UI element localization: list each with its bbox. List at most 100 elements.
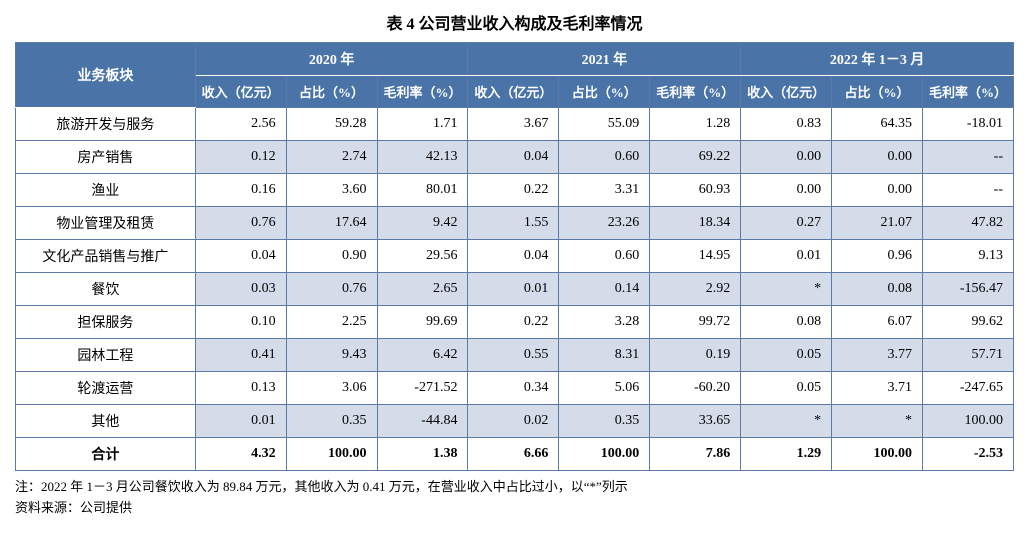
cell-value: 0.00 <box>741 141 832 174</box>
total-value: 7.86 <box>650 438 741 471</box>
total-label: 合计 <box>16 438 196 471</box>
cell-value: 3.77 <box>832 339 923 372</box>
cell-value: 0.00 <box>832 174 923 207</box>
row-name: 旅游开发与服务 <box>16 108 196 141</box>
cell-value: 2.25 <box>286 306 377 339</box>
cell-value: 18.34 <box>650 207 741 240</box>
cell-value: 0.35 <box>559 405 650 438</box>
header-period-2: 2022 年 1－3 月 <box>741 43 1014 76</box>
cell-value: 0.76 <box>286 273 377 306</box>
cell-value: * <box>832 405 923 438</box>
cell-value: 64.35 <box>832 108 923 141</box>
total-value: 100.00 <box>286 438 377 471</box>
row-name: 文化产品销售与推广 <box>16 240 196 273</box>
cell-value: 0.03 <box>195 273 286 306</box>
cell-value: 2.65 <box>377 273 468 306</box>
cell-value: 3.31 <box>559 174 650 207</box>
cell-value: 100.00 <box>923 405 1014 438</box>
cell-value: -- <box>923 174 1014 207</box>
cell-value: 1.71 <box>377 108 468 141</box>
table-row: 房产销售0.122.7442.130.040.6069.220.000.00-- <box>16 141 1014 174</box>
row-name: 房产销售 <box>16 141 196 174</box>
cell-value: -60.20 <box>650 372 741 405</box>
footnote-2: 资料来源：公司提供 <box>15 498 1014 519</box>
cell-value: 60.93 <box>650 174 741 207</box>
header-segment: 业务板块 <box>16 43 196 108</box>
total-value: 100.00 <box>559 438 650 471</box>
cell-value: 3.28 <box>559 306 650 339</box>
table-row: 轮渡运营0.133.06-271.520.345.06-60.200.053.7… <box>16 372 1014 405</box>
table-row: 园林工程0.419.436.420.558.310.190.053.7757.7… <box>16 339 1014 372</box>
subheader-1-0: 收入（亿元） <box>468 76 559 108</box>
cell-value: 0.04 <box>468 240 559 273</box>
cell-value: 0.08 <box>741 306 832 339</box>
cell-value: 0.04 <box>195 240 286 273</box>
table-row: 渔业0.163.6080.010.223.3160.930.000.00-- <box>16 174 1014 207</box>
subheader-0-1: 占比（%） <box>286 76 377 108</box>
row-name: 园林工程 <box>16 339 196 372</box>
cell-value: 0.60 <box>559 141 650 174</box>
header-period-0: 2020 年 <box>195 43 468 76</box>
cell-value: 0.90 <box>286 240 377 273</box>
cell-value: 47.82 <box>923 207 1014 240</box>
cell-value: * <box>741 405 832 438</box>
header-period-1: 2021 年 <box>468 43 741 76</box>
cell-value: 55.09 <box>559 108 650 141</box>
table-title: 表 4 公司营业收入构成及毛利率情况 <box>15 10 1014 34</box>
total-value: -2.53 <box>923 438 1014 471</box>
cell-value: * <box>741 273 832 306</box>
subheader-0-0: 收入（亿元） <box>195 76 286 108</box>
cell-value: 5.06 <box>559 372 650 405</box>
footnote-1: 注：2022 年 1－3 月公司餐饮收入为 89.84 万元，其他收入为 0.4… <box>15 477 1014 498</box>
subheader-1-1: 占比（%） <box>559 76 650 108</box>
cell-value: 8.31 <box>559 339 650 372</box>
cell-value: -271.52 <box>377 372 468 405</box>
total-value: 6.66 <box>468 438 559 471</box>
cell-value: 9.13 <box>923 240 1014 273</box>
cell-value: 3.67 <box>468 108 559 141</box>
cell-value: -156.47 <box>923 273 1014 306</box>
cell-value: -44.84 <box>377 405 468 438</box>
total-value: 4.32 <box>195 438 286 471</box>
cell-value: 0.08 <box>832 273 923 306</box>
cell-value: 0.13 <box>195 372 286 405</box>
cell-value: 0.19 <box>650 339 741 372</box>
revenue-table: 业务板块 2020 年 2021 年 2022 年 1－3 月 收入（亿元）占比… <box>15 42 1014 471</box>
cell-value: 6.42 <box>377 339 468 372</box>
cell-value: 9.43 <box>286 339 377 372</box>
cell-value: 59.28 <box>286 108 377 141</box>
cell-value: 0.05 <box>741 372 832 405</box>
cell-value: 0.01 <box>741 240 832 273</box>
subheader-2-1: 占比（%） <box>832 76 923 108</box>
cell-value: 14.95 <box>650 240 741 273</box>
cell-value: 3.06 <box>286 372 377 405</box>
cell-value: 1.55 <box>468 207 559 240</box>
cell-value: -247.65 <box>923 372 1014 405</box>
cell-value: 0.05 <box>741 339 832 372</box>
cell-value: 0.76 <box>195 207 286 240</box>
cell-value: 0.41 <box>195 339 286 372</box>
cell-value: 69.22 <box>650 141 741 174</box>
cell-value: 0.83 <box>741 108 832 141</box>
cell-value: 80.01 <box>377 174 468 207</box>
subheader-2-2: 毛利率（%） <box>923 76 1014 108</box>
cell-value: 17.64 <box>286 207 377 240</box>
cell-value: 0.96 <box>832 240 923 273</box>
row-name: 担保服务 <box>16 306 196 339</box>
cell-value: -18.01 <box>923 108 1014 141</box>
row-name: 其他 <box>16 405 196 438</box>
cell-value: 3.60 <box>286 174 377 207</box>
table-row: 物业管理及租赁0.7617.649.421.5523.2618.340.2721… <box>16 207 1014 240</box>
row-name: 餐饮 <box>16 273 196 306</box>
cell-value: 0.60 <box>559 240 650 273</box>
cell-value: 33.65 <box>650 405 741 438</box>
cell-value: 21.07 <box>832 207 923 240</box>
cell-value: 2.74 <box>286 141 377 174</box>
row-name: 物业管理及租赁 <box>16 207 196 240</box>
subheader-1-2: 毛利率（%） <box>650 76 741 108</box>
table-row: 文化产品销售与推广0.040.9029.560.040.6014.950.010… <box>16 240 1014 273</box>
cell-value: 1.28 <box>650 108 741 141</box>
cell-value: 2.56 <box>195 108 286 141</box>
cell-value: 0.04 <box>468 141 559 174</box>
cell-value: 0.00 <box>832 141 923 174</box>
